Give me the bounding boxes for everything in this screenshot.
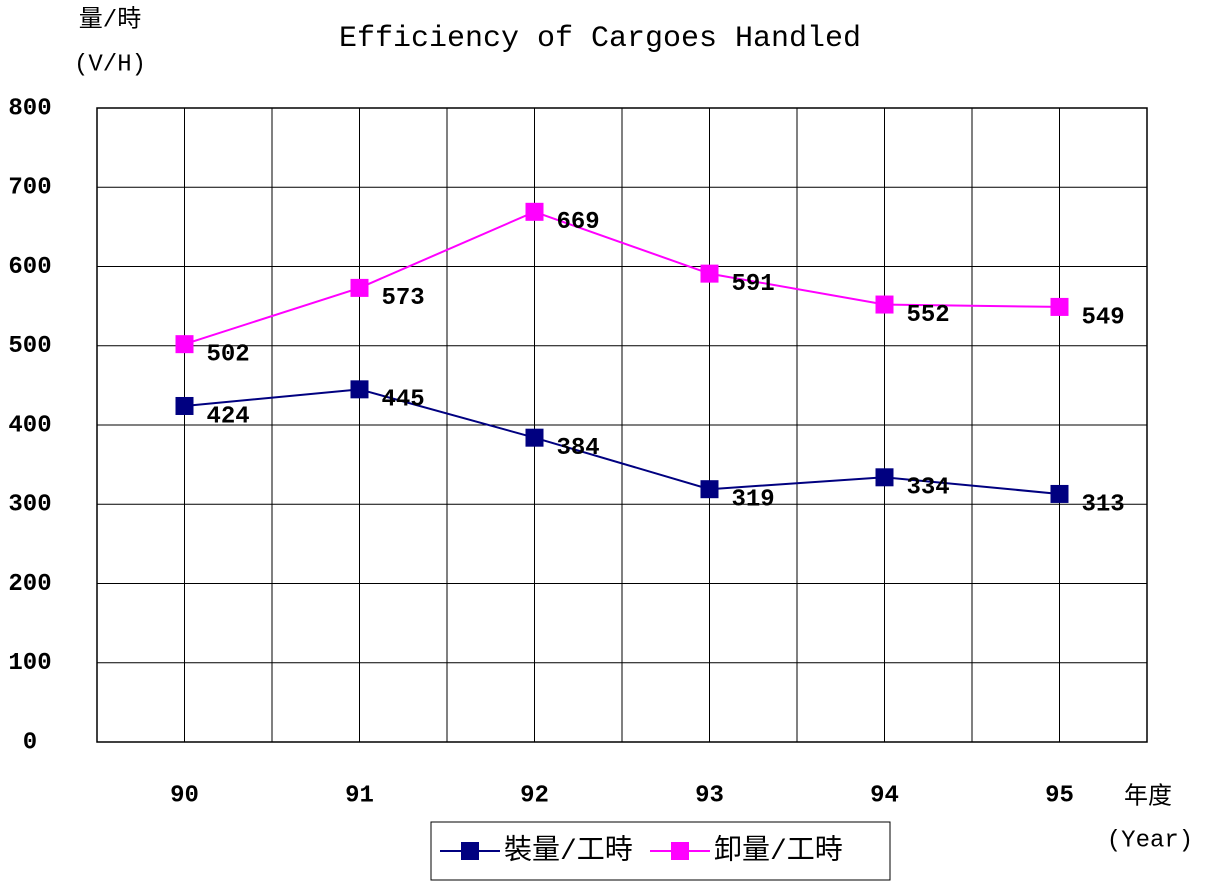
y-tick-label: 0 bbox=[23, 729, 37, 756]
x-tick-label: 92 bbox=[520, 782, 549, 809]
y-tick-label: 400 bbox=[8, 412, 51, 439]
data-label: 424 bbox=[207, 403, 250, 430]
y-tick-label: 300 bbox=[8, 492, 51, 519]
y-tick-label: 600 bbox=[8, 254, 51, 281]
data-label: 313 bbox=[1082, 491, 1125, 518]
x-tick-label: 93 bbox=[695, 782, 724, 809]
marker bbox=[1050, 297, 1069, 316]
y-tick-label: 800 bbox=[8, 95, 51, 122]
marker bbox=[350, 380, 369, 399]
data-label: 591 bbox=[732, 271, 775, 298]
y-tick-label: 700 bbox=[8, 175, 51, 202]
y-tick-label: 200 bbox=[8, 571, 51, 598]
x-axis-label: 年度 bbox=[1124, 782, 1172, 811]
marker bbox=[875, 468, 894, 487]
y-axis-label: 量/時 bbox=[79, 5, 141, 34]
legend-label: 裝量/工時 bbox=[504, 833, 633, 867]
x-tick-label: 95 bbox=[1045, 782, 1074, 809]
data-label: 549 bbox=[1082, 304, 1125, 331]
marker bbox=[700, 480, 719, 499]
series-line bbox=[184, 210, 1060, 346]
data-label: 573 bbox=[382, 285, 425, 312]
legend-marker bbox=[671, 842, 689, 860]
marker bbox=[700, 264, 719, 283]
x-tick-label: 90 bbox=[170, 782, 199, 809]
data-label: 502 bbox=[207, 342, 250, 369]
marker bbox=[525, 202, 544, 221]
series-line bbox=[184, 388, 1060, 495]
data-label: 319 bbox=[732, 487, 775, 514]
marker bbox=[525, 428, 544, 447]
data-label: 384 bbox=[557, 435, 600, 462]
data-label: 334 bbox=[907, 475, 950, 502]
marker bbox=[875, 295, 894, 314]
x-tick-label: 91 bbox=[345, 782, 374, 809]
y-tick-label: 500 bbox=[8, 333, 51, 360]
marker bbox=[175, 335, 194, 354]
data-label: 552 bbox=[907, 302, 950, 329]
marker bbox=[350, 278, 369, 297]
data-label: 445 bbox=[382, 387, 425, 414]
data-label: 669 bbox=[557, 209, 600, 236]
x-tick-label: 94 bbox=[870, 782, 899, 809]
marker bbox=[175, 396, 194, 415]
plot-area bbox=[96, 107, 1148, 743]
marker bbox=[1050, 484, 1069, 503]
y-tick-label: 100 bbox=[8, 650, 51, 677]
y-axis-label: (V/H) bbox=[74, 51, 146, 78]
legend-label: 卸量/工時 bbox=[714, 833, 843, 867]
x-axis-label: (Year) bbox=[1107, 827, 1193, 854]
legend-marker bbox=[461, 842, 479, 860]
chart-title: Efficiency of Cargoes Handled bbox=[339, 22, 861, 56]
